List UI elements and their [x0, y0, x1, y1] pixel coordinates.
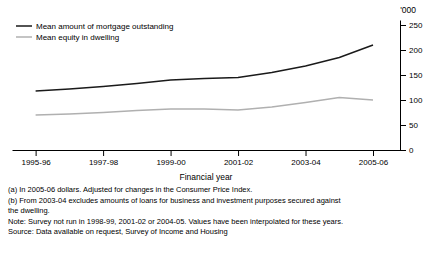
x-tick-mark: [238, 150, 239, 156]
y-tick: 250: [400, 21, 423, 30]
y-tick: 0: [400, 146, 414, 155]
y-tick-label: 0: [409, 146, 414, 155]
y-tick-mark: [400, 150, 406, 151]
y-tick-mark: [400, 75, 406, 76]
legend-item: Mean amount of mortgage outstanding: [16, 22, 173, 31]
y-tick: 50: [400, 121, 418, 130]
series-line: [36, 98, 373, 116]
x-tick-label: 2003-04: [291, 158, 321, 167]
y-tick-label: 250: [409, 21, 423, 30]
x-tick-mark: [171, 150, 172, 156]
chart: 1995-96 1997-98 1999-00 2001-02 2003-04 2005-…: [0, 0, 434, 265]
x-tick-label: 1995-96: [21, 158, 51, 167]
x-tick-label: 1997-98: [89, 158, 119, 167]
x-axis-title: Financial year: [180, 172, 233, 182]
y-tick: 100: [400, 96, 423, 105]
lines: [36, 45, 373, 115]
x-tick-mark: [306, 150, 307, 156]
x-tick: 1997-98: [89, 150, 119, 167]
legend-label: Mean amount of mortgage outstanding: [36, 22, 173, 31]
y-tick-label: 200: [409, 46, 423, 55]
x-tick: 2001-02: [224, 150, 254, 167]
x-tick: 2003-04: [291, 150, 321, 167]
x-tick-label: 2005-06: [359, 158, 389, 167]
x-tick-mark: [36, 150, 37, 156]
y-axis-line: [400, 21, 401, 151]
y-tick-label: 100: [409, 96, 423, 105]
footnotes: (a) In 2005-06 dollars. Adjusted for cha…: [8, 185, 343, 236]
x-tick: 1999-00: [156, 150, 186, 167]
x-tick-mark: [103, 150, 104, 156]
legend-item: Mean equity in dwelling: [16, 33, 119, 42]
x-axis-line: [13, 150, 401, 151]
series-line: [36, 45, 373, 91]
x-tick-label: 1999-00: [156, 158, 186, 167]
y-tick-mark: [400, 50, 406, 51]
footnote: the dwelling.: [8, 206, 50, 215]
y-tick-mark: [400, 125, 406, 126]
footnote: Source: Data available on request, Surve…: [8, 227, 228, 236]
legend-swatch: [16, 25, 32, 27]
x-tick: 1995-96: [21, 150, 51, 167]
legend: Mean amount of mortgage outstanding Mean …: [16, 22, 173, 42]
y-axis-title: '000: [400, 5, 416, 15]
footnote: Note: Survey not run in 1998-99, 2001-02…: [8, 217, 343, 226]
y-tick-label: 150: [409, 71, 423, 80]
y-tick: 200: [400, 46, 423, 55]
footnote: (a) In 2005-06 dollars. Adjusted for cha…: [8, 185, 252, 194]
y-axis: 0 50 100 150 200 250: [400, 21, 423, 156]
y-tick: 150: [400, 71, 423, 80]
x-tick: 2005-06: [359, 150, 389, 167]
y-tick-mark: [400, 100, 406, 101]
y-tick-label: 50: [409, 121, 418, 130]
x-tick-mark: [373, 150, 374, 156]
footnote: (b) From 2003-04 excludes amounts of loa…: [8, 196, 342, 205]
legend-label: Mean equity in dwelling: [36, 33, 119, 42]
x-tick-label: 2001-02: [224, 158, 254, 167]
legend-swatch: [16, 36, 32, 38]
y-tick-mark: [400, 25, 406, 26]
x-axis: 1995-96 1997-98 1999-00 2001-02 2003-04 2005-…: [13, 150, 401, 167]
